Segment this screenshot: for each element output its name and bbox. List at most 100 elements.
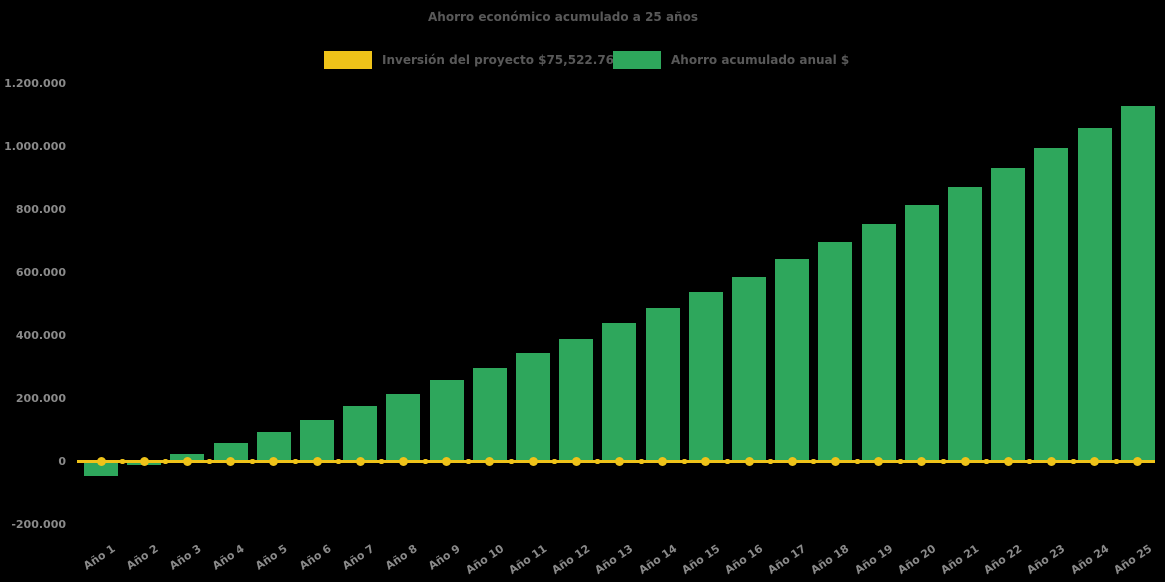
x-tick-label: Año 6 [296, 542, 334, 573]
line-marker-año-19 [874, 456, 884, 466]
x-tick-label: Año 9 [426, 542, 463, 573]
legend-label-savings: Ahorro acumulado anual $ [671, 52, 850, 67]
line-dash-dot [552, 458, 558, 464]
line-dash-dot [940, 458, 946, 464]
line-dash-dot [163, 458, 169, 464]
line-dash-dot [379, 458, 385, 464]
line-dash-dot [336, 458, 342, 464]
x-tick-label: Año 22 [981, 542, 1025, 577]
y-tick-label: 0 [58, 454, 66, 468]
line-marker-año-15 [701, 456, 711, 466]
y-tick-label: 1.000.000 [4, 139, 66, 153]
line-marker-año-16 [744, 456, 754, 466]
line-dash-dot [1113, 458, 1119, 464]
x-tick-label: Año 5 [253, 542, 291, 573]
line-marker-año-4 [226, 456, 236, 466]
line-dash-dot [984, 458, 990, 464]
line-marker-año-17 [787, 456, 797, 466]
bar-año-9 [429, 380, 464, 462]
bar-año-23 [1034, 147, 1069, 462]
x-tick-label: Año 23 [1024, 542, 1068, 577]
line-marker-año-8 [398, 456, 408, 466]
bar-año-12 [559, 338, 594, 462]
line-marker-año-5 [269, 456, 279, 466]
line-marker-año-18 [830, 456, 840, 466]
line-dash-dot [1027, 458, 1033, 464]
bar-año-4 [213, 442, 248, 462]
x-tick-label: Año 16 [722, 542, 766, 577]
line-marker-año-3 [182, 456, 192, 466]
x-tick-label: Año 11 [506, 542, 550, 577]
line-marker-año-2 [139, 456, 149, 466]
line-dash-dot [638, 458, 644, 464]
bar-año-15 [688, 292, 723, 462]
x-tick-label: Año 7 [339, 542, 377, 573]
line-dash-dot [249, 458, 255, 464]
line-marker-año-20 [917, 456, 927, 466]
bar-año-19 [861, 223, 896, 462]
bar-año-5 [256, 431, 291, 462]
x-tick-label: Año 17 [765, 542, 809, 577]
line-marker-año-11 [528, 456, 538, 466]
line-marker-año-10 [485, 456, 495, 466]
x-tick-label: Año 21 [938, 542, 982, 577]
y-tick-label: 600.000 [15, 265, 66, 279]
line-marker-año-1 [96, 456, 106, 466]
line-marker-año-14 [658, 456, 668, 466]
line-dash-dot [768, 458, 774, 464]
chart-title: Ahorro económico acumulado a 25 años [428, 10, 698, 24]
x-tick-label: Año 10 [463, 542, 507, 577]
bar-año-21 [948, 186, 982, 462]
line-dash-dot [422, 458, 428, 464]
bar-año-25 [1120, 105, 1155, 462]
line-dash-dot [811, 458, 817, 464]
line-marker-año-6 [312, 456, 322, 466]
line-dash-dot [897, 458, 903, 464]
line-dash-dot [508, 458, 514, 464]
line-dash-dot [1070, 458, 1076, 464]
line-dash-dot [681, 458, 687, 464]
bar-año-22 [991, 167, 1026, 462]
bar-año-20 [904, 205, 939, 462]
line-dash-dot [854, 458, 860, 464]
x-tick-label: Año 1 [80, 542, 118, 573]
x-tick-label: Año 24 [1067, 542, 1111, 577]
line-marker-año-7 [355, 456, 365, 466]
x-tick-label: Año 19 [851, 542, 895, 577]
x-tick-label: Año 14 [635, 542, 679, 577]
x-tick-label: Año 15 [679, 542, 723, 577]
line-marker-año-22 [1003, 456, 1013, 466]
legend-label-investment: Inversión del proyecto $75,522.76 [382, 52, 615, 67]
line-marker-año-12 [571, 456, 581, 466]
bar-año-18 [818, 241, 853, 462]
x-tick-label: Año 12 [549, 542, 593, 577]
bar-año-1 [84, 461, 118, 476]
line-dash-dot [206, 458, 212, 464]
line-dash-dot [465, 458, 471, 464]
x-tick-label: Año 20 [895, 542, 939, 577]
bar-año-8 [386, 394, 421, 462]
legend-swatch-savings [613, 50, 661, 69]
x-tick-label: Año 4 [210, 542, 247, 573]
y-tick-label: -200.000 [11, 517, 66, 531]
line-dash-dot [595, 458, 601, 464]
x-tick-label: Año 8 [383, 542, 420, 573]
bar-año-24 [1077, 127, 1112, 462]
bar-año-11 [516, 353, 550, 462]
bar-año-14 [645, 307, 680, 462]
y-tick-label: 800.000 [15, 202, 66, 216]
x-tick-label: Año 3 [167, 542, 204, 573]
x-tick-label: Año 25 [1111, 542, 1155, 577]
line-marker-año-9 [442, 456, 452, 466]
bar-año-6 [300, 419, 334, 462]
legend-item-investment: Inversión del proyecto $75,522.76 [324, 50, 614, 69]
x-tick-label: Año 13 [592, 542, 636, 577]
line-marker-año-21 [960, 456, 970, 466]
legend-swatch-investment [324, 50, 372, 69]
bar-año-13 [602, 322, 637, 462]
y-tick-label: 1.200.000 [4, 76, 66, 90]
y-tick-label: 200.000 [15, 391, 66, 405]
line-dash-dot [292, 458, 298, 464]
x-tick-label: Año 2 [123, 542, 161, 573]
